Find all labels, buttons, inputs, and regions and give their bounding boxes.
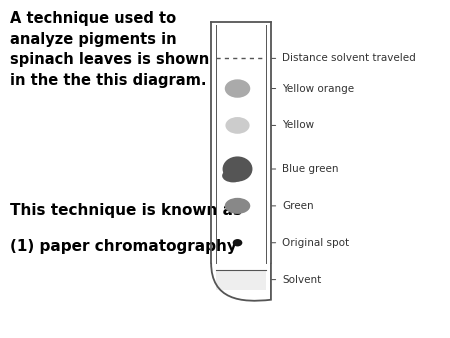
Text: Blue green: Blue green <box>282 164 338 174</box>
Text: A technique used to
analyze pigments in
spinach leaves is shown
in the the this : A technique used to analyze pigments in … <box>10 11 209 88</box>
Text: Green: Green <box>282 201 314 211</box>
Ellipse shape <box>233 239 243 246</box>
Text: Original spot: Original spot <box>282 238 349 248</box>
Text: Yellow orange: Yellow orange <box>282 83 354 94</box>
Ellipse shape <box>225 79 250 98</box>
Ellipse shape <box>222 169 244 183</box>
Ellipse shape <box>225 198 250 214</box>
Ellipse shape <box>223 156 252 182</box>
Text: Distance solvent traveled: Distance solvent traveled <box>282 53 416 64</box>
Text: Solvent: Solvent <box>282 274 321 285</box>
Bar <box>216 270 266 290</box>
Text: This technique is known as: This technique is known as <box>10 202 242 218</box>
Text: Yellow: Yellow <box>282 120 314 130</box>
Ellipse shape <box>225 117 250 134</box>
Text: (1) paper chromatography: (1) paper chromatography <box>10 239 237 255</box>
